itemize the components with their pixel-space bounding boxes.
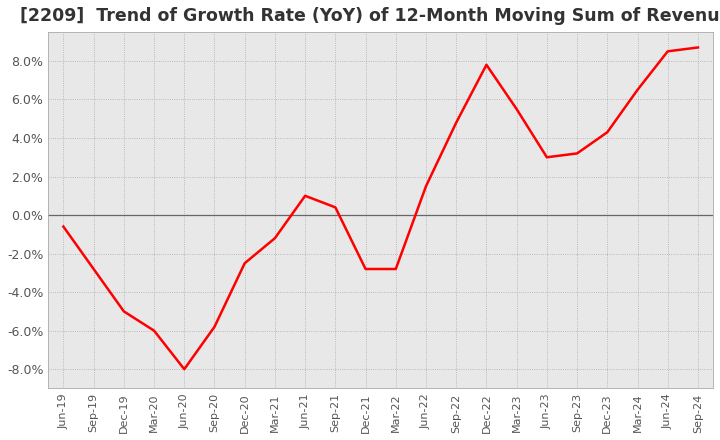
Title: [2209]  Trend of Growth Rate (YoY) of 12-Month Moving Sum of Revenues: [2209] Trend of Growth Rate (YoY) of 12-… bbox=[19, 7, 720, 25]
